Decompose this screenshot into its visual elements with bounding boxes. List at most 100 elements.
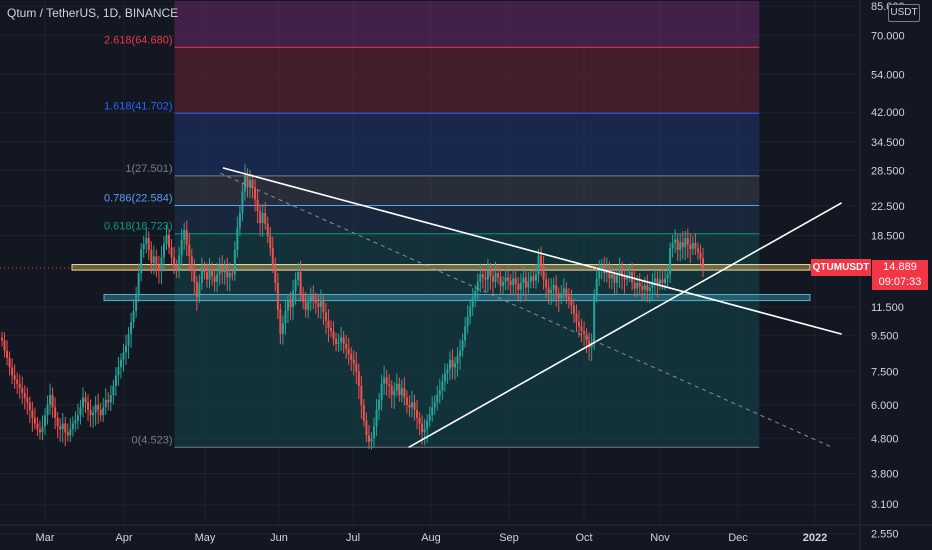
candle-body xyxy=(641,286,644,290)
candle-body xyxy=(76,415,79,421)
x-tick-label: Nov xyxy=(650,532,670,544)
candle-body xyxy=(28,402,31,410)
currency-badge[interactable]: USDT xyxy=(888,4,920,22)
candle-body xyxy=(456,356,459,364)
candle-body xyxy=(699,252,702,259)
candle-body xyxy=(119,359,122,368)
candle-body xyxy=(696,248,699,253)
candle-body xyxy=(476,281,479,291)
candle-body xyxy=(122,352,125,360)
candle-body xyxy=(504,277,507,282)
candle-body xyxy=(329,328,332,332)
candle-body xyxy=(170,247,173,258)
x-tick-label: Apr xyxy=(115,532,132,544)
fib-retracement[interactable]: 2.618(64.680) 1.618(41.702) 1(27.501) 0.786… xyxy=(104,1,760,448)
candle-body xyxy=(403,388,406,398)
candle-body xyxy=(190,256,193,270)
support-zone[interactable] xyxy=(103,293,811,302)
x-axis[interactable]: Mar Apr May Jun Jul Aug Sep Oct Nov Dec 2022 xyxy=(0,524,932,544)
support-zones[interactable] xyxy=(71,264,811,302)
candle-body xyxy=(292,290,295,307)
fib-band xyxy=(174,47,760,114)
candle-body xyxy=(423,429,426,433)
candle-body xyxy=(8,357,11,368)
candle-body xyxy=(16,379,19,384)
candle-body xyxy=(94,404,97,413)
y-tick-label: 3.800 xyxy=(871,469,899,481)
candle-body xyxy=(269,236,272,249)
candle-body xyxy=(327,320,330,329)
support-zone[interactable] xyxy=(71,264,811,271)
candle-body xyxy=(355,363,358,372)
candle-body xyxy=(304,301,307,310)
candle-body xyxy=(165,234,168,244)
candle-body xyxy=(443,373,446,382)
x-tick-label: Jul xyxy=(346,532,360,544)
candle-body xyxy=(626,275,629,280)
candle-body xyxy=(251,179,254,188)
candle-body xyxy=(294,279,297,291)
candle-body xyxy=(489,270,492,277)
candle-body xyxy=(532,276,535,281)
candle-body xyxy=(173,257,176,267)
candle-body xyxy=(36,423,39,430)
candle-body xyxy=(281,323,284,335)
candle-body xyxy=(79,407,82,416)
candle-body xyxy=(545,279,548,288)
candle-body xyxy=(223,266,226,273)
trendline[interactable] xyxy=(220,172,835,449)
candle-body xyxy=(203,268,206,273)
candle-body xyxy=(431,407,434,416)
fib-level-label: 0(4.523) xyxy=(132,434,173,446)
candle-body xyxy=(590,343,593,348)
candle-body xyxy=(686,237,689,245)
x-tick-label: Jun xyxy=(270,532,288,544)
candle-body xyxy=(494,273,497,282)
x-tick-label: Mar xyxy=(36,532,55,544)
candle-body xyxy=(279,309,282,335)
candle-body xyxy=(375,409,378,427)
candle-body xyxy=(200,268,203,283)
candle-body xyxy=(557,293,560,299)
x-tick-label: 2022 xyxy=(803,532,827,544)
candle-body xyxy=(410,402,413,408)
candle-body xyxy=(497,273,500,278)
candle-body xyxy=(378,399,381,410)
candle-body xyxy=(636,282,639,289)
candle-body xyxy=(499,277,502,287)
candle-body xyxy=(302,294,305,302)
candle-body xyxy=(436,395,439,403)
candle-body xyxy=(74,420,77,424)
candle-body xyxy=(26,397,29,403)
candle-body xyxy=(221,265,224,273)
candle-body xyxy=(514,278,517,285)
chart-legend-title: Qtum / TetherUS, 1D, BINANCE xyxy=(7,6,179,20)
candle-body xyxy=(648,287,651,291)
candle-body xyxy=(664,278,667,283)
candle-body xyxy=(550,289,553,294)
trendline[interactable] xyxy=(222,167,842,335)
candle-body xyxy=(46,404,49,416)
candle-body xyxy=(41,426,44,433)
candle-body xyxy=(529,276,532,282)
trendlines-layer[interactable] xyxy=(0,167,860,449)
candle-body xyxy=(666,274,669,279)
candle-body xyxy=(448,359,451,370)
candle-body xyxy=(610,274,613,279)
trendline[interactable] xyxy=(408,202,843,449)
candle-body xyxy=(421,423,424,433)
candle-body xyxy=(507,277,510,281)
candle-body xyxy=(623,276,626,280)
candle-body xyxy=(195,281,198,297)
fib-level-label: 0.618(18.723) xyxy=(104,221,173,233)
candle-body xyxy=(21,388,24,393)
candle-body xyxy=(702,258,704,269)
candle-body xyxy=(243,175,246,192)
candle-body xyxy=(162,243,165,258)
candle-body xyxy=(241,191,244,213)
candle-body xyxy=(469,306,472,317)
candle-body xyxy=(127,334,130,346)
candle-body xyxy=(33,417,36,424)
candle-body xyxy=(416,409,419,418)
